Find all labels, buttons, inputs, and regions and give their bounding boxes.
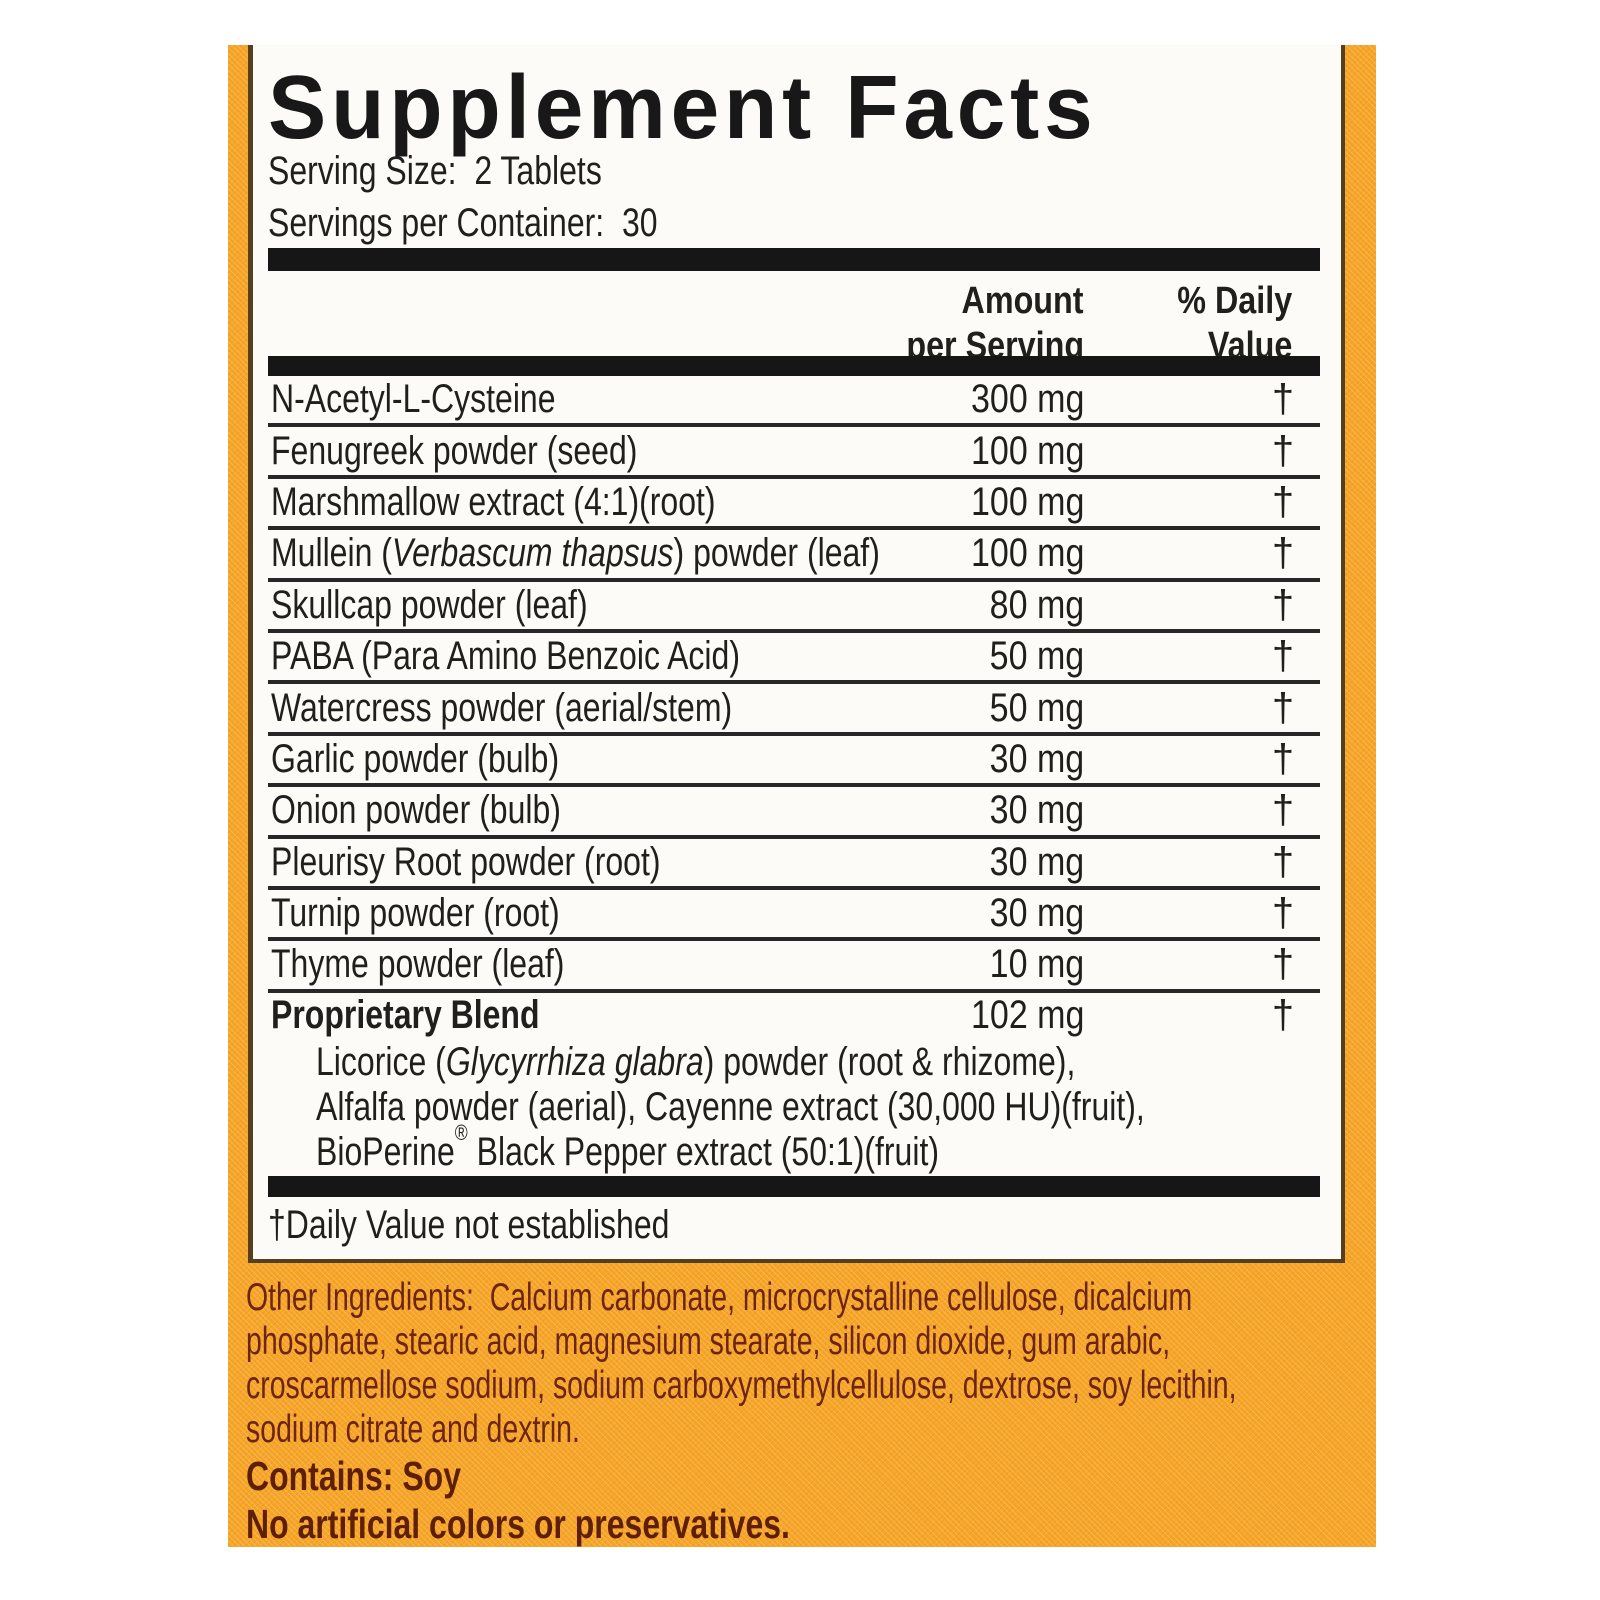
ingredient-daily-value: † [1271, 839, 1295, 884]
ingredient-name: PABA (Para Amino Benzoic Acid) [271, 634, 740, 679]
ingredient-daily-value: † [1271, 428, 1295, 473]
ingredient-name: Garlic powder (bulb) [271, 736, 560, 781]
other-ingredients-line: Other Ingredients: Calcium carbonate, mi… [246, 1276, 1193, 1319]
ingredient-name: Onion powder (bulb) [271, 788, 561, 833]
daily-value-footnote: †Daily Value not established [268, 1203, 670, 1247]
ingredient-daily-value: † [1271, 479, 1295, 524]
ingredient-amount: 30 mg [989, 891, 1084, 936]
ingredient-amount: 50 mg [989, 685, 1084, 730]
ingredient-amount: 100 mg [970, 531, 1084, 576]
ingredient-daily-value: † [1271, 942, 1295, 987]
ingredient-amount: 100 mg [970, 428, 1084, 473]
blend-detail-line: Licorice (Glycyrrhiza glabra) powder (ro… [316, 1040, 1076, 1084]
ingredient-name: Thyme powder (leaf) [271, 942, 565, 987]
other-ingredients-line: croscarmellose sodium, sodium carboxymet… [246, 1364, 1237, 1407]
blend-detail-line: Alfalfa powder (aerial), Cayenne extract… [316, 1085, 1145, 1129]
ingredient-name: Skullcap powder (leaf) [271, 582, 588, 627]
ingredient-row: Fenugreek powder (seed) 100 mg † [268, 427, 1320, 479]
ingredient-amount: 30 mg [989, 736, 1084, 781]
ingredient-amount: 100 mg [970, 479, 1084, 524]
ingredients-rows: N-Acetyl-L-Cysteine 300 mg † Fenugreek p… [268, 376, 1320, 993]
ingredient-name: Pleurisy Root powder (root) [271, 839, 661, 884]
ingredient-daily-value: † [1271, 582, 1295, 627]
ingredient-name: Fenugreek powder (seed) [271, 428, 638, 473]
ingredient-name: Turnip powder (root) [271, 891, 560, 936]
proprietary-blend-name: Proprietary Blend [271, 992, 540, 1037]
ingredient-name: Marshmallow extract (4:1)(root) [271, 479, 716, 524]
proprietary-blend-daily-value: † [1271, 992, 1295, 1037]
bottom-divider-bar [268, 1176, 1320, 1197]
ingredient-row: Thyme powder (leaf) 10 mg † [268, 941, 1320, 993]
servings-per-container-line: Servings per Container: 30 [268, 201, 658, 245]
contains-statement: Contains: Soy [246, 1453, 461, 1499]
proprietary-blend-row: Proprietary Blend 102 mg † [268, 990, 1320, 1040]
blend-detail-line: BioPerine® Black Pepper extract (50:1)(f… [316, 1119, 940, 1174]
ingredient-name: N-Acetyl-L-Cysteine [271, 377, 556, 422]
ingredient-row: Marshmallow extract (4:1)(root) 100 mg † [268, 479, 1320, 531]
ingredient-daily-value: † [1271, 531, 1295, 576]
ingredient-row: PABA (Para Amino Benzoic Acid) 50 mg † [268, 633, 1320, 685]
ingredient-amount: 50 mg [989, 634, 1084, 679]
ingredient-row: Turnip powder (root) 30 mg † [268, 890, 1320, 942]
ingredient-amount: 30 mg [989, 839, 1084, 884]
ingredient-row: Mullein (Verbascum thapsus) powder (leaf… [268, 530, 1320, 582]
ingredient-daily-value: † [1271, 736, 1295, 781]
header-divider-bar [268, 356, 1320, 376]
daily-value-header: % Daily Value [1177, 280, 1292, 367]
ingredient-row: Pleurisy Root powder (root) 30 mg † [268, 839, 1320, 890]
ingredient-name: Watercress powder (aerial/stem) [271, 685, 733, 730]
ingredient-amount: 10 mg [989, 942, 1084, 987]
ingredient-amount: 300 mg [970, 377, 1084, 422]
other-ingredients-line: phosphate, stearic acid, magnesium stear… [246, 1320, 1171, 1363]
ingredient-row: Skullcap powder (leaf) 80 mg † [268, 582, 1320, 633]
claim-statement: No artificial colors or preservatives. [246, 1501, 790, 1547]
serving-info: Serving Size: 2 Tablets Servings per Con… [268, 145, 755, 249]
ingredient-daily-value: † [1271, 377, 1295, 422]
ingredient-daily-value: † [1271, 634, 1295, 679]
ingredient-daily-value: † [1271, 685, 1295, 730]
ingredient-row: Watercress powder (aerial/stem) 50 mg † [268, 684, 1320, 736]
proprietary-blend-details: Licorice (Glycyrrhiza glabra) powder (ro… [316, 1040, 1326, 1175]
ingredient-row: Garlic powder (bulb) 30 mg † [268, 736, 1320, 788]
other-ingredients-line: sodium citrate and dextrin. [246, 1408, 580, 1451]
supplement-facts-title: Supplement Facts [268, 58, 1098, 158]
ingredient-amount: 30 mg [989, 788, 1084, 833]
ingredient-row: N-Acetyl-L-Cysteine 300 mg † [268, 376, 1320, 428]
ingredient-amount: 80 mg [989, 582, 1084, 627]
supplement-facts-panel: Supplement Facts Serving Size: 2 Tablets… [248, 45, 1345, 1263]
column-headers: Amount per Serving % Daily Value [268, 279, 1320, 367]
proprietary-blend-amount: 102 mg [970, 992, 1084, 1037]
label-photo: Supplement Facts Serving Size: 2 Tablets… [228, 45, 1376, 1547]
serving-size-line: Serving Size: 2 Tablets [268, 149, 602, 193]
ingredient-daily-value: † [1271, 891, 1295, 936]
ingredient-name: Mullein (Verbascum thapsus) powder (leaf… [271, 531, 880, 576]
divider-bar-top [268, 248, 1320, 271]
ingredient-daily-value: † [1271, 788, 1295, 833]
other-ingredients-text: Other Ingredients: Calcium carbonate, mi… [246, 1276, 1600, 1452]
ingredient-row: Onion powder (bulb) 30 mg † [268, 787, 1320, 839]
